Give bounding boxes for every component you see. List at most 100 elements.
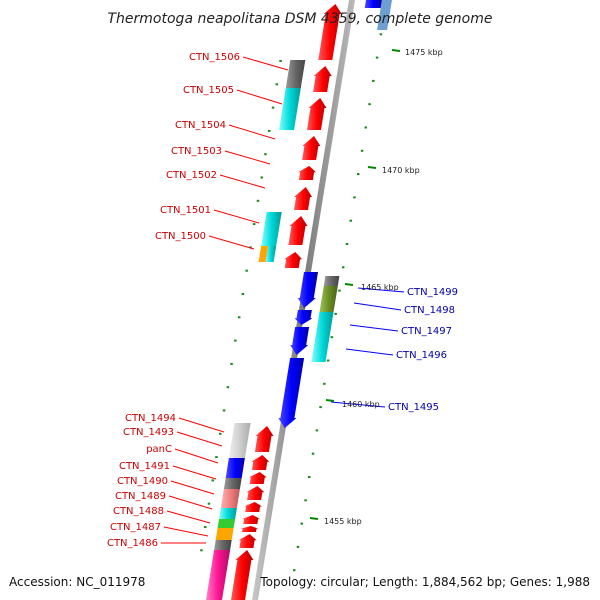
accession-text: Accession: NC_011978 bbox=[9, 575, 145, 589]
gene-label-forward: CTN_1505 bbox=[183, 85, 234, 96]
gene-label-forward: CTN_1488 bbox=[113, 506, 164, 517]
gene-label-forward: CTN_1486 bbox=[107, 538, 158, 549]
tick-dot bbox=[341, 266, 345, 269]
leader-line bbox=[349, 324, 399, 332]
forward-gene-arrow bbox=[244, 502, 263, 512]
tick-dot bbox=[226, 386, 230, 389]
gene-label-forward: CTN_1502 bbox=[166, 170, 217, 181]
cog-block bbox=[261, 212, 282, 246]
gene-label-forward: CTN_1503 bbox=[171, 146, 222, 157]
tick-dot bbox=[323, 382, 326, 385]
gene-label-forward: CTN_1487 bbox=[110, 522, 161, 533]
leader-line bbox=[330, 401, 386, 408]
leader-line bbox=[170, 480, 215, 495]
gene-labels: CTN_1506 CTN_1505 CTN_1504 CTN_1503 CTN_1502… bbox=[107, 52, 458, 549]
reverse-gene-arrow bbox=[294, 310, 313, 325]
leader-line bbox=[353, 302, 402, 311]
tick-dot bbox=[237, 316, 241, 319]
reverse-gene-block bbox=[364, 0, 382, 8]
forward-gene-arrow bbox=[238, 534, 257, 548]
tick-dot bbox=[222, 409, 226, 412]
cog-block bbox=[285, 60, 306, 88]
forward-gene-arrow bbox=[231, 550, 254, 600]
tick-dot bbox=[241, 293, 245, 295]
gene-label-reverse: CTN_1496 bbox=[396, 350, 447, 361]
tick-dot bbox=[200, 549, 203, 552]
reverse-gene-arrow bbox=[290, 327, 310, 355]
forward-gene-arrow bbox=[240, 526, 259, 532]
tick-dot bbox=[211, 479, 214, 482]
kbp-label-1470: 1470 kbp bbox=[382, 166, 420, 175]
tick-dot bbox=[256, 199, 260, 202]
forward-gene-arrow bbox=[288, 216, 308, 245]
tick-dot bbox=[268, 129, 271, 132]
cog-block bbox=[215, 528, 234, 540]
gene-label-reverse: CTN_1499 bbox=[407, 287, 458, 298]
kbp-label-1460: 1460 kbp bbox=[342, 400, 380, 409]
topology-text: Topology: circular; Length: 1,884,562 bp… bbox=[259, 575, 590, 589]
leader-line bbox=[228, 124, 276, 140]
gene-label-forward: CTN_1504 bbox=[175, 120, 226, 131]
tick-dot bbox=[311, 452, 315, 455]
forward-gene-arrow bbox=[246, 486, 265, 500]
gene-label-forward: CTN_1493 bbox=[123, 427, 174, 438]
kbp-label-1465: 1465 kbp bbox=[361, 283, 399, 292]
tick-dot bbox=[279, 60, 282, 62]
reverse-gene-arrow bbox=[278, 358, 305, 428]
gene-label-forward: panC bbox=[146, 444, 172, 455]
leader-line bbox=[174, 448, 219, 464]
forward-gene-arrow bbox=[248, 472, 267, 484]
tick-dot bbox=[315, 429, 319, 432]
leader-line bbox=[213, 209, 260, 224]
kbp-label-1455: 1455 kbp bbox=[324, 517, 362, 526]
tick-dot bbox=[215, 456, 218, 459]
tick-dot bbox=[275, 83, 278, 86]
gene-label-forward: CTN_1491 bbox=[119, 461, 170, 472]
tick-dot bbox=[300, 522, 303, 525]
gene-label-reverse: CTN_1497 bbox=[401, 326, 452, 337]
cog-block bbox=[228, 423, 251, 458]
forward-gene-arrow bbox=[302, 136, 321, 160]
kbp-label-1475: 1475 kbp bbox=[405, 48, 443, 57]
cog-block bbox=[214, 540, 232, 550]
gene-label-forward: CTN_1501 bbox=[160, 205, 211, 216]
leader-line bbox=[166, 510, 211, 524]
map-title: Thermotoga neapolitana DSM 4359, complet… bbox=[108, 11, 493, 27]
leader-line bbox=[357, 287, 405, 293]
leader-line bbox=[242, 56, 289, 71]
forward-gene-arrow bbox=[298, 166, 317, 180]
cog-block bbox=[279, 88, 301, 130]
reverse-gene-arrow bbox=[297, 272, 318, 308]
leader-line bbox=[178, 417, 225, 433]
tick-dot bbox=[308, 476, 311, 478]
leader-line bbox=[176, 431, 223, 447]
tick-dot bbox=[230, 362, 233, 365]
tick-dot bbox=[293, 569, 296, 572]
tick-dot bbox=[379, 33, 383, 36]
tick-dot bbox=[252, 223, 256, 226]
forward-gene-arrow bbox=[284, 252, 303, 268]
gene-label-forward: CTN_1490 bbox=[117, 476, 168, 487]
cog-block bbox=[219, 508, 237, 519]
tick-dot bbox=[219, 432, 222, 435]
leader-line bbox=[236, 89, 283, 105]
gene-features bbox=[206, 0, 392, 600]
gene-label-forward: CTN_1506 bbox=[189, 52, 240, 63]
leader-line bbox=[224, 150, 271, 165]
gene-label-forward: CTN_1494 bbox=[125, 413, 176, 424]
forward-gene-arrow bbox=[242, 515, 261, 524]
leader-line bbox=[168, 495, 213, 510]
tick-dot bbox=[357, 173, 360, 176]
leader-line bbox=[219, 174, 266, 189]
forward-gene-arrow bbox=[307, 98, 327, 130]
cog-block bbox=[220, 489, 240, 508]
forward-gene-arrow bbox=[318, 4, 342, 60]
tick-dot bbox=[364, 126, 367, 129]
tick-dot bbox=[368, 103, 371, 106]
gene-label-reverse: CTN_1498 bbox=[404, 305, 455, 316]
leader-line bbox=[163, 526, 209, 537]
tick-dot bbox=[319, 406, 322, 409]
gene-label-reverse: CTN_1495 bbox=[388, 402, 439, 413]
cog-block bbox=[217, 519, 236, 528]
gene-label-forward: CTN_1489 bbox=[115, 491, 166, 502]
